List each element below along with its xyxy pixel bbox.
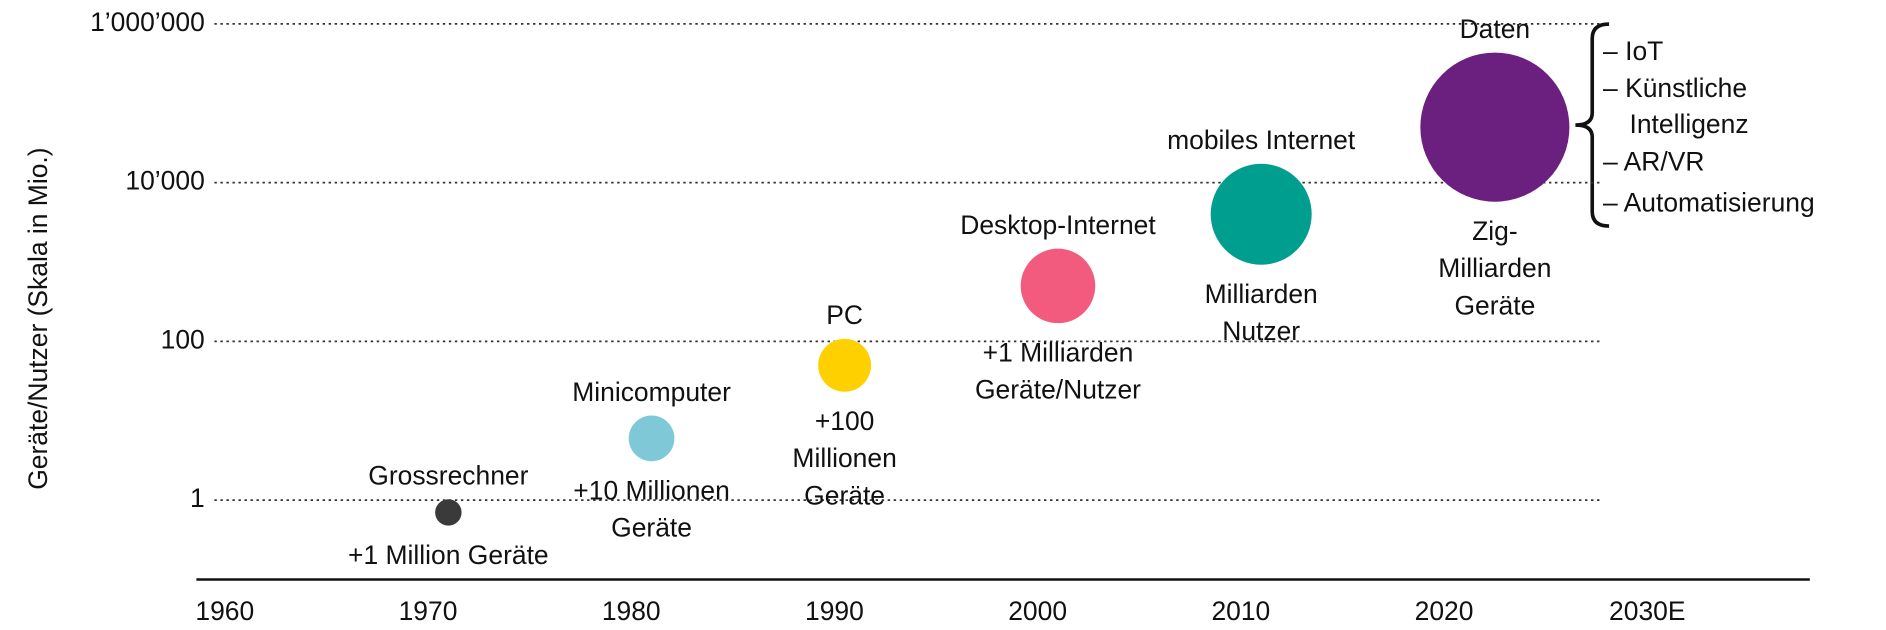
bubble-label: Grossrechner: [368, 461, 528, 491]
bubble-description: +100: [815, 406, 875, 436]
x-tick-label: 1990: [805, 596, 864, 626]
bubble-description: Nutzer: [1222, 316, 1300, 346]
y-tick-label: 10’000: [125, 166, 204, 196]
annotation-item: – AR/VR: [1603, 146, 1704, 176]
bubble-label: PC: [826, 300, 863, 330]
annotation-item: – IoT: [1603, 36, 1663, 66]
x-tick-label: 2010: [1211, 596, 1270, 626]
bubble-description: +1 Milliarden: [983, 337, 1134, 367]
bubble-description: Milliarden: [1205, 279, 1318, 309]
bubble-label: Minicomputer: [572, 377, 731, 407]
bubble: [628, 415, 675, 462]
x-tick-label: 2020: [1415, 596, 1474, 626]
bubble-description: +1 Million Geräte: [348, 540, 549, 570]
annotation-item: Intelligenz: [1630, 109, 1749, 139]
x-tick-label: 1970: [399, 596, 458, 626]
y-tick-label: 1: [190, 483, 205, 513]
bracket: [1575, 22, 1610, 228]
annotation-item: – Automatisierung: [1603, 187, 1815, 217]
bubble-description: Milliarden: [1438, 253, 1551, 283]
bubble-description: +10 Millionen: [573, 475, 730, 505]
bubble-description: Geräte: [1454, 290, 1535, 320]
y-tick-label: 1’000’000: [90, 7, 205, 37]
x-tick-label: 1980: [602, 596, 661, 626]
bubble: [818, 338, 872, 392]
y-axis-label: Geräte/Nutzer (Skala in Mio.): [23, 147, 53, 489]
bubble: [1420, 52, 1570, 202]
bubble-description: Geräte: [611, 513, 692, 543]
bubble-label: mobiles Internet: [1167, 125, 1356, 155]
bubble-label: Daten: [1460, 14, 1531, 44]
bubble-description: Geräte: [804, 481, 885, 511]
bubble-description: Geräte/Nutzer: [975, 375, 1141, 405]
y-tick-label: 100: [161, 324, 205, 354]
bubble: [435, 499, 462, 526]
bubble-label: Desktop-Internet: [960, 210, 1156, 240]
bubble-description: Millionen: [792, 443, 896, 473]
x-tick-label: 2030E: [1609, 596, 1685, 626]
bubble: [1020, 248, 1096, 324]
annotation-item: – Künstliche: [1603, 73, 1747, 103]
bubble: [1210, 163, 1312, 265]
bubble-description: Zig-: [1472, 216, 1518, 246]
x-tick-label: 2000: [1008, 596, 1067, 626]
x-tick-label: 1960: [195, 596, 254, 626]
